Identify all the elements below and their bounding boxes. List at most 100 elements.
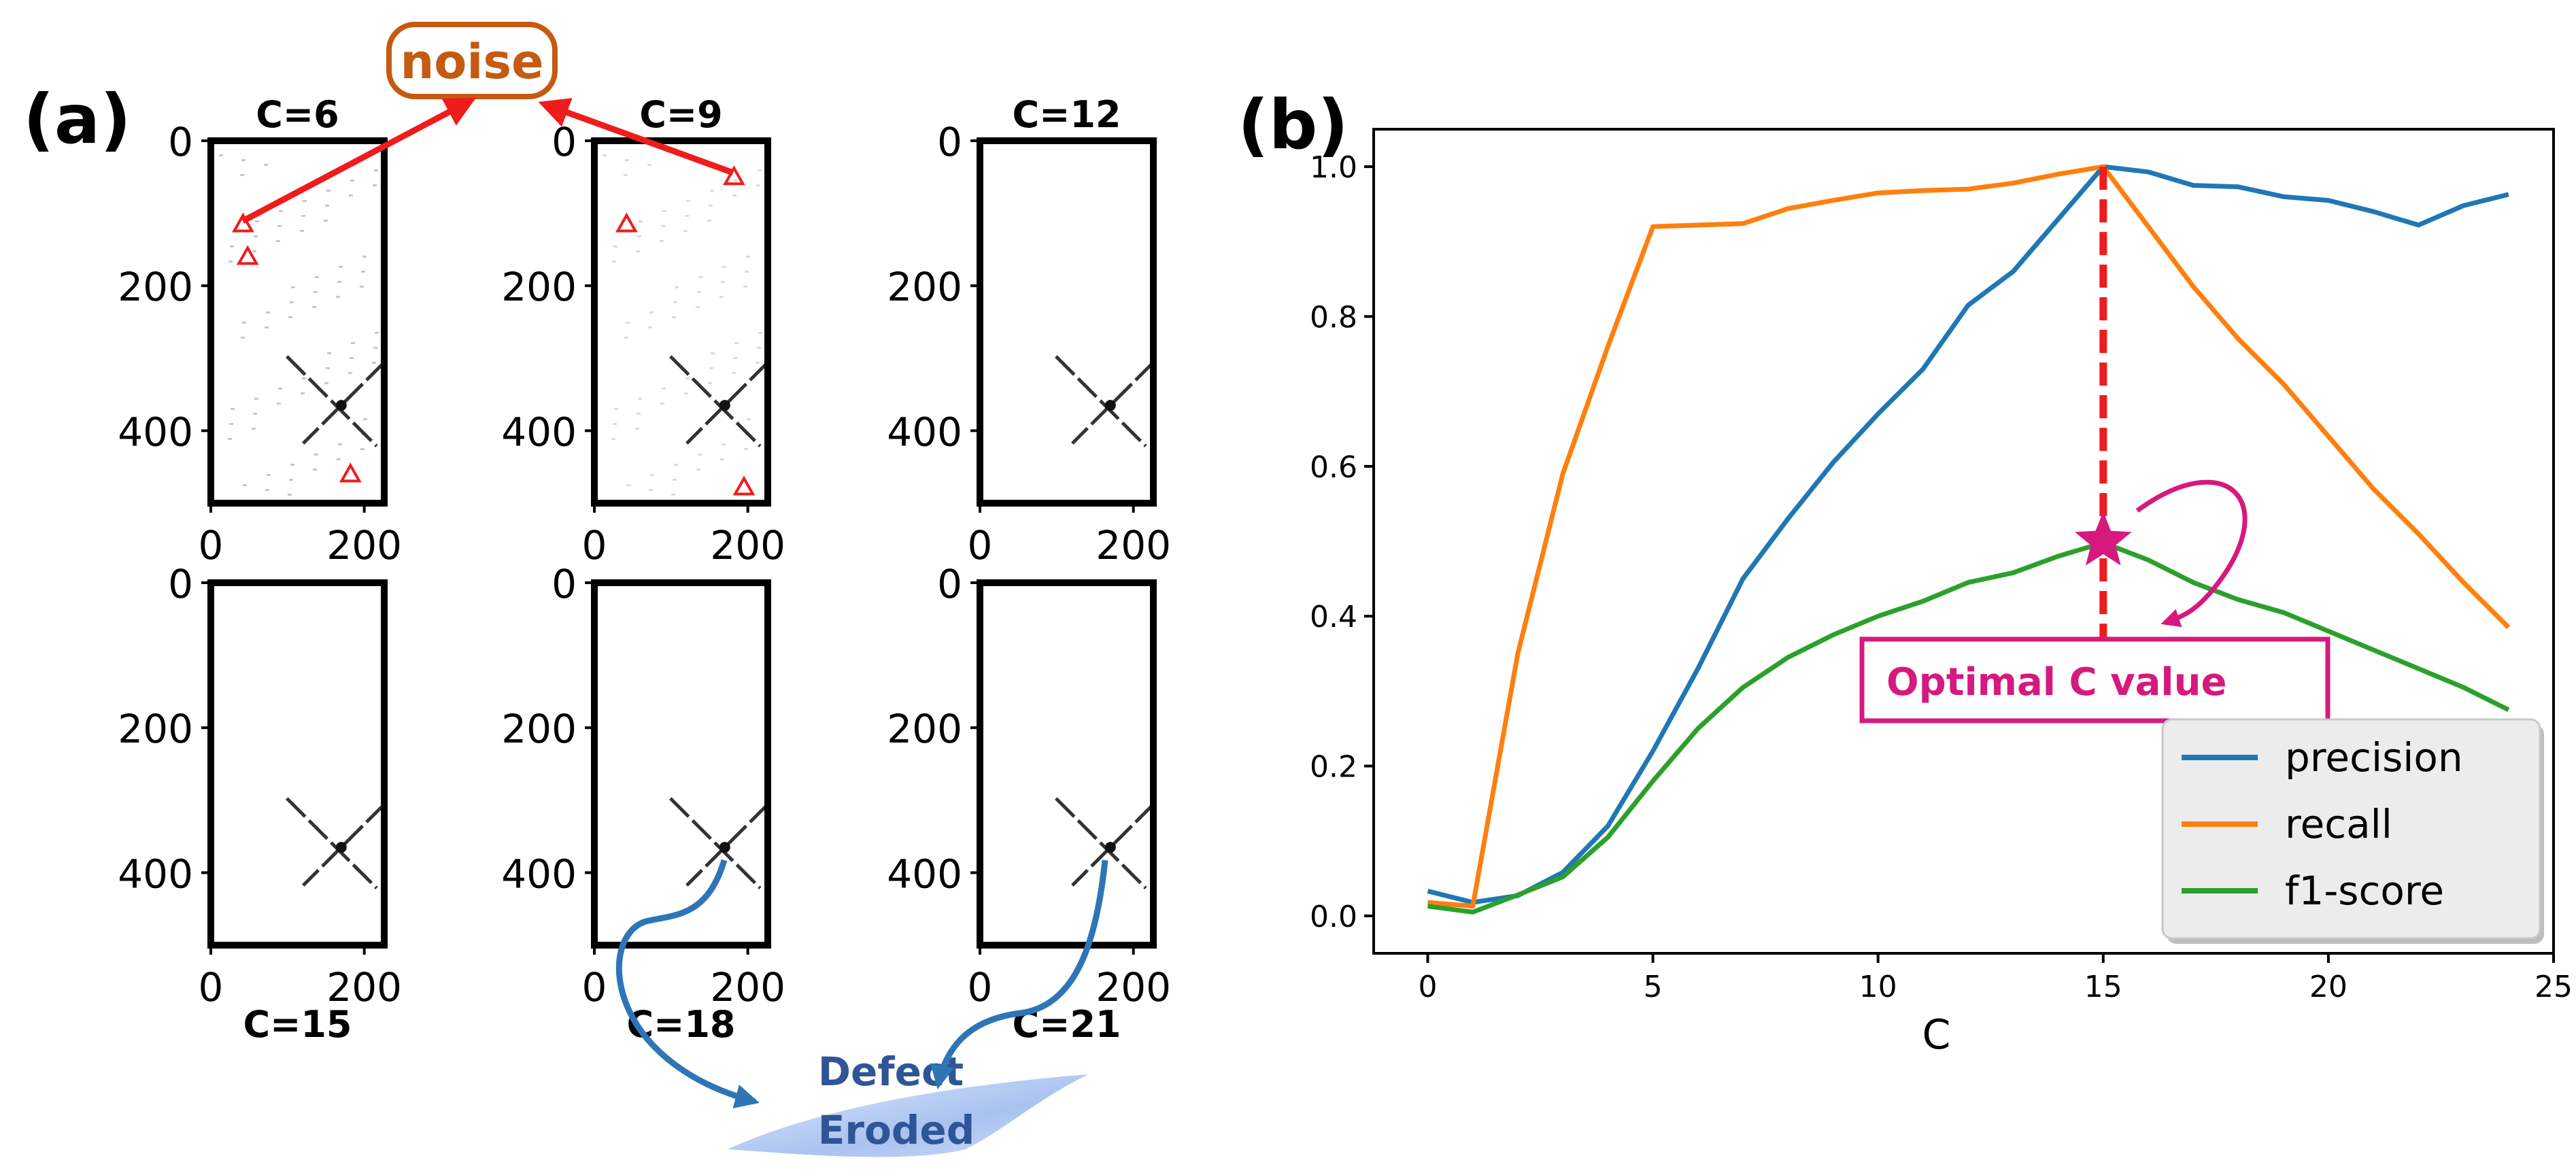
- defect-center: [335, 842, 347, 853]
- y-tick-label: 400: [887, 851, 962, 897]
- noise-marker: [231, 212, 254, 233]
- noise-speck: [662, 210, 666, 212]
- y-tick-label: 0.6: [1310, 450, 1357, 485]
- noise-speck: [254, 398, 258, 400]
- series-line-recall: [1427, 164, 2511, 909]
- defect-line: [669, 355, 762, 447]
- noise-speck: [276, 240, 280, 242]
- defect-arrow-c21: [930, 859, 1108, 1090]
- noise-speck: [649, 311, 654, 313]
- noise-speck: [253, 413, 257, 415]
- noise-speck: [360, 286, 364, 288]
- noise-speck: [732, 194, 736, 197]
- noise-speck: [349, 194, 353, 197]
- noise-speck: [351, 342, 355, 344]
- subplot-frame: [591, 579, 771, 949]
- noise-speck: [660, 240, 664, 242]
- y-tick-label: 0.2: [1310, 750, 1357, 785]
- noise-speck: [326, 190, 331, 192]
- x-tick-label: 200: [1096, 522, 1171, 568]
- noise-speck: [720, 458, 724, 460]
- noise-speck: [709, 367, 713, 369]
- noise-speck: [698, 276, 702, 278]
- defect-line: [302, 802, 386, 887]
- noise-speck: [650, 474, 654, 476]
- noise-speck: [673, 479, 677, 481]
- noise-speck: [228, 438, 232, 440]
- noise-speck: [614, 408, 618, 410]
- x-tick-label: 15: [2084, 970, 2122, 1004]
- x-tick-label: 200: [326, 964, 402, 1010]
- legend-label: f1-score: [2285, 868, 2444, 914]
- defect-line: [685, 802, 770, 887]
- panel-b: (b) 0 5 10 15 20 25 0.0 0.2 0.4 0.6 0.8 1.0 C Optimal…: [1238, 85, 2573, 1059]
- noise-speck: [733, 357, 737, 359]
- noise-speck: [625, 159, 629, 161]
- noise-speck: [314, 454, 318, 456]
- noise-speck: [603, 154, 607, 156]
- noise-speck: [612, 260, 616, 262]
- noise-speck: [361, 271, 365, 273]
- noise-speck: [327, 352, 331, 354]
- x-tick-label: 25: [2535, 970, 2573, 1004]
- y-tick-label: 400: [501, 851, 577, 897]
- noise-speck: [671, 494, 675, 496]
- y-tick-label: 200: [501, 706, 577, 752]
- noise-speck: [711, 352, 715, 354]
- defect-center: [1104, 400, 1116, 411]
- subplot-frame: [977, 137, 1157, 507]
- subplot-c-9: C=9 0 200 400 0 200: [501, 93, 785, 568]
- defect-center: [719, 842, 730, 853]
- noise-speck: [635, 428, 639, 430]
- noise-speck: [721, 281, 725, 283]
- noise-speck: [747, 418, 751, 420]
- panel-a-label: (a): [23, 80, 131, 159]
- noise-speck: [710, 190, 714, 192]
- noise-speck: [326, 367, 330, 369]
- subplot-c-6: C=6 0 200 400 0 200: [118, 93, 402, 568]
- noise-arrow-right: [538, 98, 734, 176]
- noise-speck: [698, 454, 702, 456]
- noise-speck: [639, 220, 643, 222]
- noise-speck: [252, 428, 256, 430]
- defect-line: [685, 360, 770, 445]
- noise-speck: [626, 322, 630, 324]
- noise-speck: [647, 164, 651, 166]
- noise-speck: [265, 489, 269, 491]
- noise-speck: [686, 200, 690, 202]
- x-tick-label: 20: [2309, 970, 2348, 1004]
- defect-center: [335, 400, 347, 411]
- noise-speck: [637, 413, 641, 415]
- subplot-frame: [591, 137, 771, 507]
- noise-speck: [339, 266, 343, 268]
- noise-speck: [674, 464, 678, 466]
- subplot-title: C=12: [1012, 93, 1121, 136]
- noise-speck: [661, 225, 665, 227]
- legend-label: recall: [2285, 801, 2392, 847]
- subplot-title: C=15: [243, 1003, 352, 1046]
- y-tick-label: 400: [118, 409, 193, 455]
- noise-speck: [243, 484, 247, 486]
- subplot-frame: [207, 579, 388, 949]
- noise-speck: [265, 326, 269, 328]
- noise-speck: [278, 388, 282, 390]
- noise-speck: [662, 388, 666, 390]
- noise-marker: [722, 165, 745, 186]
- noise-speck: [290, 464, 294, 466]
- annotation-box: [1859, 636, 2331, 723]
- noise-speck: [301, 215, 305, 217]
- subplot-frame: [977, 579, 1157, 949]
- noise-speck: [348, 372, 352, 374]
- noise-speck: [277, 403, 281, 405]
- defect-line: [1055, 355, 1147, 447]
- noise-speck: [312, 306, 316, 308]
- noise-speck: [372, 362, 376, 364]
- noise-speck: [337, 281, 341, 283]
- noise-speck: [660, 403, 664, 405]
- noise-speck: [758, 332, 762, 334]
- legend-label: precision: [2285, 734, 2463, 781]
- optimal-star-marker: [2074, 511, 2132, 566]
- noise-speck: [324, 382, 328, 384]
